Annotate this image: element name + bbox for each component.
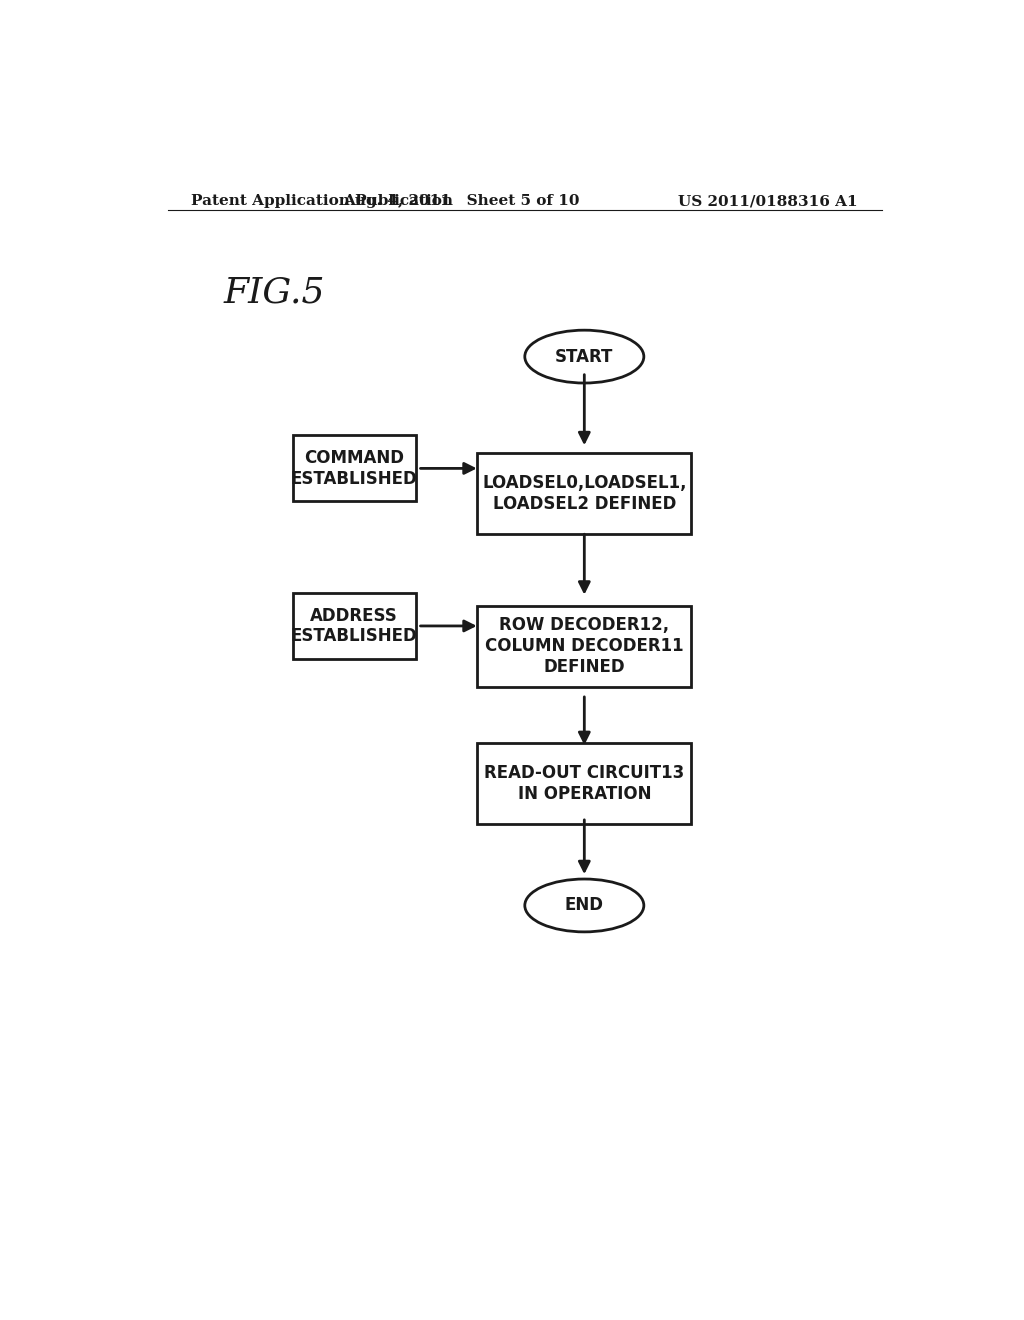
Text: LOADSEL0,LOADSEL1,
LOADSEL2 DEFINED: LOADSEL0,LOADSEL1, LOADSEL2 DEFINED bbox=[482, 474, 686, 513]
Text: ADDRESS
ESTABLISHED: ADDRESS ESTABLISHED bbox=[291, 607, 418, 645]
Text: END: END bbox=[565, 896, 604, 915]
Ellipse shape bbox=[524, 330, 644, 383]
Text: ROW DECODER12,
COLUMN DECODER11
DEFINED: ROW DECODER12, COLUMN DECODER11 DEFINED bbox=[485, 616, 684, 676]
Ellipse shape bbox=[524, 879, 644, 932]
Text: READ-OUT CIRCUIT13
IN OPERATION: READ-OUT CIRCUIT13 IN OPERATION bbox=[484, 764, 684, 803]
Text: COMMAND
ESTABLISHED: COMMAND ESTABLISHED bbox=[291, 449, 418, 488]
FancyBboxPatch shape bbox=[293, 436, 416, 502]
Text: Patent Application Publication: Patent Application Publication bbox=[191, 194, 454, 209]
FancyBboxPatch shape bbox=[477, 453, 691, 535]
Text: FIG.5: FIG.5 bbox=[223, 276, 325, 309]
Text: START: START bbox=[555, 347, 613, 366]
Text: US 2011/0188316 A1: US 2011/0188316 A1 bbox=[679, 194, 858, 209]
Text: Aug. 4, 2011   Sheet 5 of 10: Aug. 4, 2011 Sheet 5 of 10 bbox=[343, 194, 580, 209]
FancyBboxPatch shape bbox=[477, 606, 691, 686]
FancyBboxPatch shape bbox=[477, 743, 691, 824]
FancyBboxPatch shape bbox=[293, 593, 416, 659]
